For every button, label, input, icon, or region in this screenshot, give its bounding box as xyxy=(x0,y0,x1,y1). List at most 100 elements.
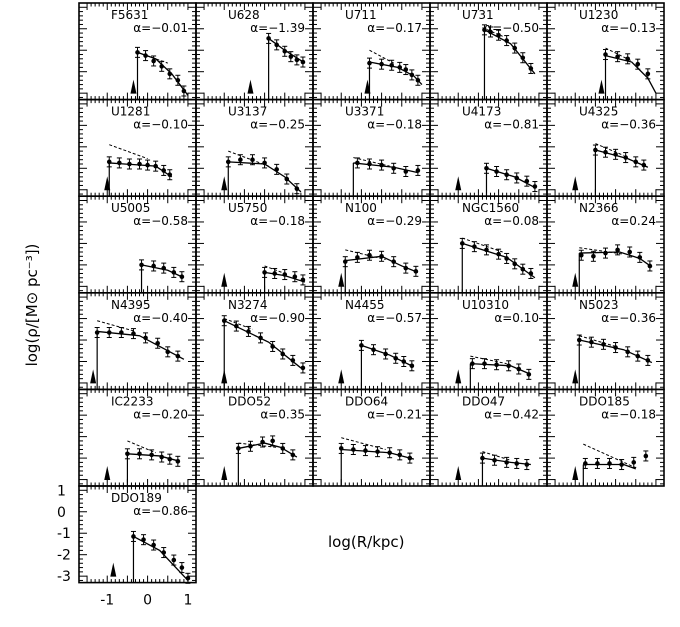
panel-name: U4325 xyxy=(579,105,618,119)
resolution-arrow xyxy=(104,176,111,191)
data-point xyxy=(615,54,620,59)
panel-name: U5750 xyxy=(228,201,267,215)
data-point xyxy=(127,161,132,167)
resolution-arrow xyxy=(221,466,228,480)
data-point xyxy=(492,457,497,463)
data-point xyxy=(635,61,641,67)
data-point xyxy=(494,362,499,368)
resolution-arrow xyxy=(572,176,579,191)
data-point xyxy=(643,453,649,459)
data-point xyxy=(246,329,251,334)
panel-alpha: α=−0.58 xyxy=(133,214,188,228)
panel-name: N4395 xyxy=(111,298,151,312)
data-point xyxy=(171,557,177,563)
panel-name: NGC1560 xyxy=(462,201,519,215)
data-point xyxy=(393,355,399,361)
data-point xyxy=(603,52,608,57)
data-point xyxy=(409,72,415,78)
panel-alpha: α=−0.08 xyxy=(484,214,539,228)
fit-curve xyxy=(141,264,185,279)
data-point xyxy=(635,353,641,359)
panel-name: U628 xyxy=(228,8,260,22)
data-point xyxy=(300,277,306,283)
panel-alpha: α=−0.18 xyxy=(367,118,422,132)
power-law-line xyxy=(579,247,624,255)
fit-curve xyxy=(369,61,423,86)
data-point xyxy=(389,62,394,68)
power-law-line xyxy=(462,237,503,253)
data-point xyxy=(403,169,409,174)
panel-alpha: α=−0.57 xyxy=(367,311,422,325)
data-point xyxy=(236,446,241,451)
resolution-arrow xyxy=(338,272,345,287)
data-point xyxy=(576,337,582,343)
panel-name: U731 xyxy=(462,8,494,22)
data-point xyxy=(459,241,465,246)
data-point xyxy=(155,340,160,346)
fit-curve xyxy=(486,167,536,189)
data-point xyxy=(288,54,294,59)
data-point xyxy=(593,147,598,153)
panel-alpha: α=−0.29 xyxy=(367,214,422,228)
data-point xyxy=(379,254,384,259)
data-point xyxy=(619,462,624,467)
data-point xyxy=(391,165,396,171)
power-law-line xyxy=(369,49,394,64)
data-point xyxy=(615,247,620,253)
power-law-line xyxy=(341,437,386,450)
data-point xyxy=(359,343,364,348)
panel-alpha: α=−0.86 xyxy=(133,504,188,518)
x-tick-label: -1 xyxy=(100,593,114,609)
resolution-arrow xyxy=(455,369,462,384)
panel-name: U10310 xyxy=(462,298,509,312)
data-point xyxy=(145,162,150,168)
panel-alpha: α=−0.36 xyxy=(601,118,656,132)
panel-name: N100 xyxy=(345,201,377,215)
data-point xyxy=(292,274,298,280)
resolution-arrow xyxy=(104,466,111,480)
data-point xyxy=(637,255,643,260)
x-axis-label: log(R/kpc) xyxy=(328,533,405,551)
data-point xyxy=(496,32,501,38)
resolution-arrow xyxy=(338,369,345,384)
data-point xyxy=(520,55,526,61)
panel-name: U711 xyxy=(345,8,377,22)
resolution-arrow xyxy=(598,79,605,94)
data-point xyxy=(583,461,588,466)
data-point xyxy=(506,363,511,369)
data-point xyxy=(300,365,306,371)
data-point xyxy=(613,345,618,350)
data-point xyxy=(175,353,181,359)
panel-alpha: α=−0.50 xyxy=(484,21,539,35)
data-point xyxy=(367,161,372,167)
data-point xyxy=(137,161,142,167)
data-point xyxy=(514,461,520,466)
data-point xyxy=(367,60,372,66)
data-point xyxy=(607,461,612,466)
data-point xyxy=(143,53,148,58)
data-point xyxy=(528,66,534,71)
y-tick-label: 1 xyxy=(57,483,66,499)
data-point xyxy=(514,175,520,181)
data-point xyxy=(284,176,290,182)
data-point xyxy=(494,169,499,174)
data-point xyxy=(141,537,146,542)
panel-name: F5631 xyxy=(111,8,148,22)
data-point xyxy=(603,149,608,155)
data-point xyxy=(250,157,255,163)
y-tick-label: -2 xyxy=(57,548,71,564)
panel-name: N2366 xyxy=(579,201,619,215)
data-point xyxy=(221,318,227,324)
data-point xyxy=(294,57,300,63)
